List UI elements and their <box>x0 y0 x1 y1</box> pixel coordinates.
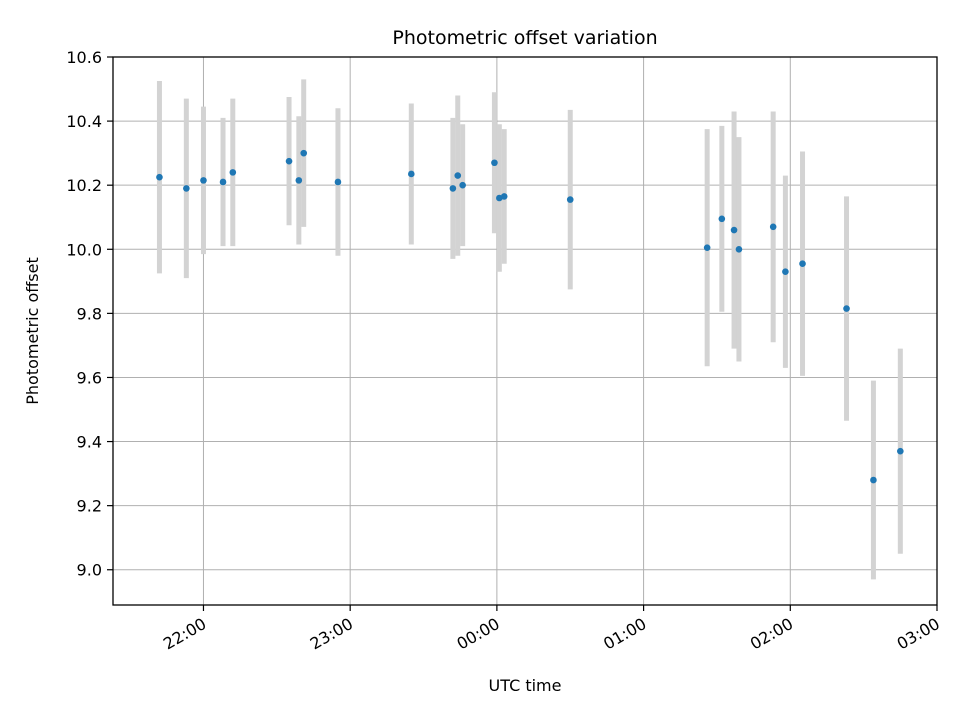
data-point <box>285 157 293 165</box>
data-point <box>219 178 227 186</box>
y-tick-label: 9.2 <box>77 497 102 516</box>
data-point <box>769 223 777 231</box>
y-tick-label: 10.6 <box>66 48 102 67</box>
data-point <box>183 185 190 192</box>
data-point <box>300 149 308 157</box>
y-tick-label: 10.0 <box>66 240 102 259</box>
data-point <box>334 178 342 186</box>
chart-title: Photometric offset variation <box>392 27 657 49</box>
data-points <box>156 149 904 484</box>
data-point <box>156 173 163 181</box>
y-axis-label: Photometric offset <box>23 257 42 405</box>
data-point <box>703 244 711 251</box>
data-point <box>449 185 457 192</box>
data-point <box>500 193 508 200</box>
data-point <box>566 196 574 203</box>
y-tick-label: 9.8 <box>77 304 102 323</box>
y-tick-label: 9.6 <box>77 368 102 387</box>
data-point <box>454 172 462 179</box>
data-point <box>718 215 726 223</box>
y-tick-label: 9.0 <box>77 561 102 580</box>
plot-frame <box>112 56 938 606</box>
data-point <box>491 159 498 167</box>
y-tick-label: 9.4 <box>77 433 102 452</box>
data-point <box>730 226 738 234</box>
y-tick-label: 10.4 <box>66 112 102 131</box>
data-point <box>843 305 850 312</box>
data-point <box>459 181 466 189</box>
data-point <box>295 177 303 184</box>
data-point <box>229 169 237 176</box>
y-tick-label: 10.2 <box>66 176 102 195</box>
data-point <box>408 170 415 178</box>
data-point <box>200 177 207 184</box>
data-point <box>782 268 789 276</box>
data-point <box>735 245 743 253</box>
data-point <box>870 476 877 484</box>
data-point <box>897 447 904 455</box>
x-axis-label: UTC time <box>489 676 562 695</box>
data-point <box>799 260 806 268</box>
